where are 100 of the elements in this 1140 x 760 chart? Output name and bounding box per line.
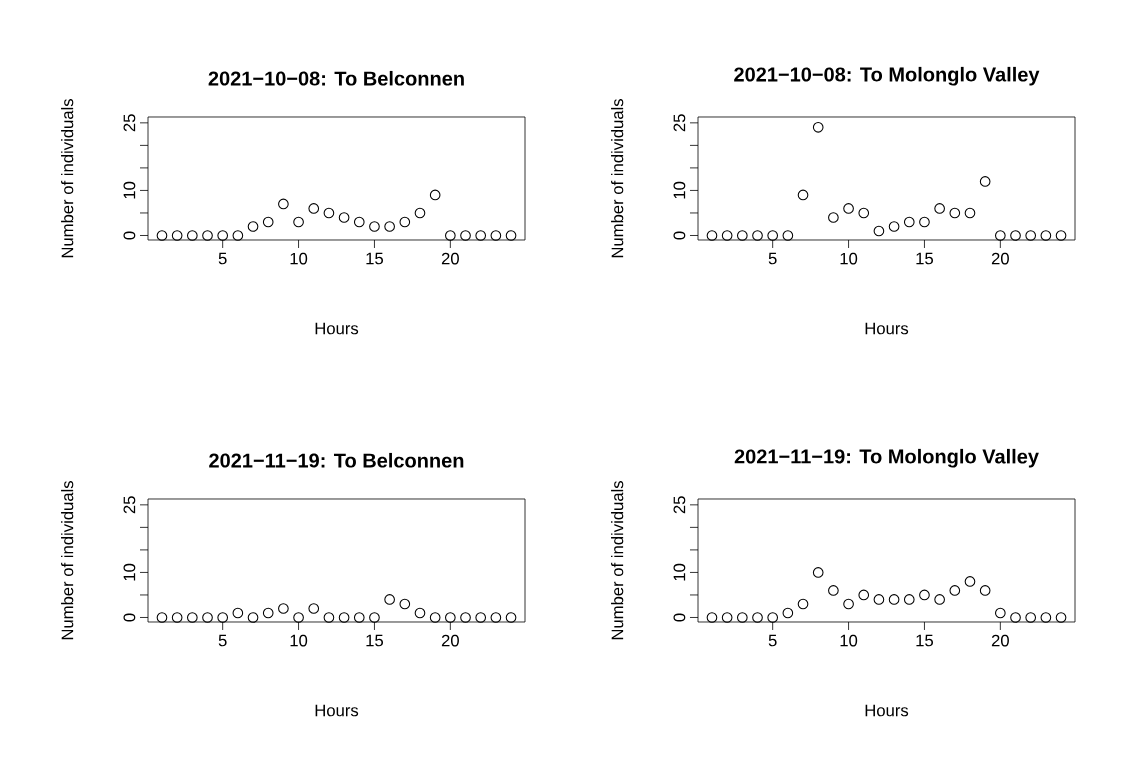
- point: [1025, 612, 1037, 623]
- point: [171, 230, 183, 241]
- x-axis-title: Hours: [315, 322, 359, 335]
- x-tick-label: 5: [218, 634, 227, 647]
- point: [858, 207, 870, 219]
- point: [994, 230, 1006, 241]
- point: [384, 594, 395, 605]
- point: [979, 585, 991, 596]
- x-tick-label: 15: [916, 252, 934, 265]
- point: [812, 567, 824, 578]
- point: [444, 612, 456, 623]
- x-axis-title: Hours: [865, 704, 909, 717]
- point: [505, 612, 517, 623]
- point: [444, 230, 456, 241]
- point: [262, 607, 274, 619]
- point: [1055, 230, 1067, 241]
- point: [384, 221, 395, 232]
- point: [903, 594, 915, 605]
- x-tick-label: 20: [441, 634, 459, 647]
- point: [721, 230, 733, 241]
- y-tick-label: 25: [673, 114, 686, 132]
- point: [217, 230, 229, 241]
- point: [414, 607, 426, 619]
- y-tick-label: 10: [123, 563, 136, 581]
- point: [475, 230, 487, 241]
- x-axis-title: Hours: [865, 322, 909, 335]
- point: [919, 589, 930, 601]
- point: [202, 230, 213, 241]
- point: [782, 607, 794, 619]
- x-axis-title: Hours: [315, 704, 359, 717]
- y-tick-label: 25: [673, 496, 686, 514]
- point: [490, 230, 502, 241]
- y-tick-label: 25: [123, 496, 136, 514]
- point: [797, 598, 809, 610]
- point: [171, 612, 183, 623]
- y-tick-label: 10: [673, 563, 686, 581]
- x-tick-label: 10: [840, 634, 858, 647]
- y-tick-label: 0: [123, 231, 136, 240]
- point: [736, 230, 748, 241]
- point: [903, 216, 915, 228]
- point: [979, 176, 991, 187]
- point: [156, 230, 168, 241]
- point: [217, 612, 229, 623]
- point: [919, 216, 930, 228]
- point: [308, 603, 320, 614]
- point: [399, 598, 411, 610]
- point: [293, 216, 304, 228]
- point: [1040, 612, 1052, 623]
- point: [460, 612, 471, 623]
- point: [308, 203, 320, 214]
- point: [414, 207, 426, 219]
- point: [888, 221, 900, 232]
- y-axis-title: Number of individuals: [611, 99, 624, 258]
- point: [828, 212, 839, 223]
- point: [369, 221, 380, 232]
- point: [278, 603, 289, 614]
- x-tick-label: 15: [366, 252, 384, 265]
- point: [736, 612, 748, 623]
- point: [353, 612, 365, 623]
- point: [873, 225, 885, 237]
- point: [323, 207, 335, 219]
- point: [156, 612, 168, 623]
- point: [1010, 230, 1021, 241]
- point: [843, 203, 854, 214]
- point: [202, 612, 213, 623]
- chart-title: 2021−11−19: To Molonglo Valley: [734, 448, 1039, 468]
- point: [812, 122, 824, 133]
- point: [934, 594, 945, 605]
- point: [797, 189, 809, 201]
- x-tick-label: 5: [218, 252, 227, 265]
- point: [1040, 230, 1052, 241]
- point: [828, 585, 839, 596]
- x-tick-label: 15: [366, 634, 384, 647]
- x-tick-label: 20: [441, 252, 459, 265]
- chart-title: 2021−10−08: To Belconnen: [208, 70, 464, 86]
- y-tick-label: 0: [673, 231, 686, 240]
- point: [752, 230, 763, 241]
- point: [186, 230, 198, 241]
- y-tick-label: 0: [673, 613, 686, 622]
- point: [1025, 230, 1037, 241]
- point: [369, 612, 380, 623]
- point: [964, 207, 976, 219]
- chart-title: 2021−10−08: To Molonglo Valley: [734, 66, 1040, 86]
- point: [475, 612, 487, 623]
- point: [323, 612, 335, 623]
- y-axis-title: Number of individuals: [61, 99, 74, 258]
- point: [429, 612, 441, 623]
- y-tick-label: 10: [123, 181, 136, 199]
- x-tick-label: 15: [916, 634, 934, 647]
- chart-title: 2021−11−19: To Belconnen: [209, 452, 464, 468]
- point: [721, 612, 733, 623]
- point: [752, 612, 763, 623]
- point: [186, 612, 198, 623]
- point: [843, 598, 854, 610]
- point: [338, 212, 350, 223]
- point: [429, 189, 441, 201]
- point: [964, 576, 976, 587]
- x-tick-label: 10: [840, 252, 858, 265]
- point: [278, 198, 289, 210]
- point: [873, 594, 885, 605]
